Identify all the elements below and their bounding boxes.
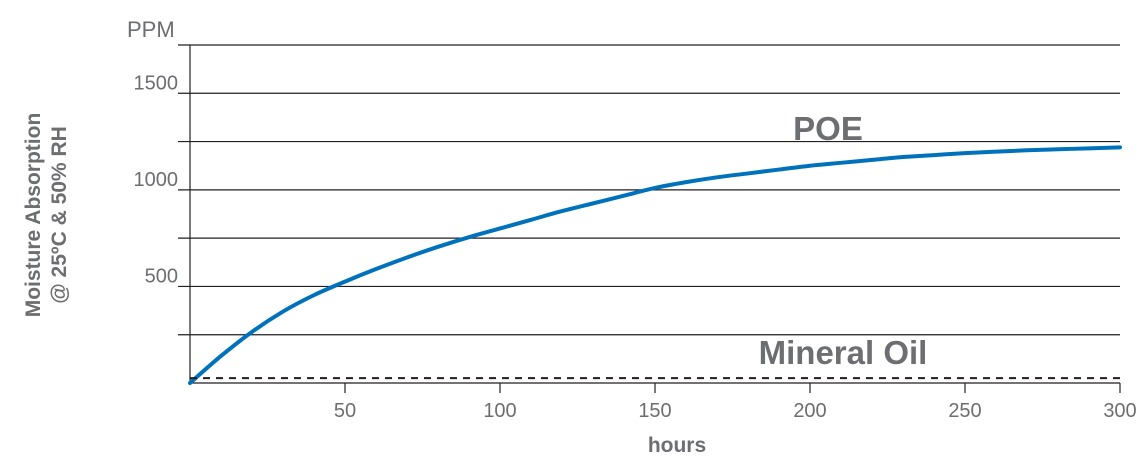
y-axis-label-line1: Moisture Absorption	[22, 113, 45, 318]
label-layer: PPM hours Moisture Absorption @ 25ºC & 5…	[22, 17, 927, 456]
series-label-mineral-oil: Mineral Oil	[759, 334, 928, 371]
y-tick-label-1000: 1000	[134, 169, 179, 191]
series-layer	[188, 145, 1122, 385]
x-tick-label-300: 300	[1103, 400, 1136, 422]
y-tick-label-1500: 1500	[134, 72, 179, 94]
y-tick-label-500: 500	[145, 265, 178, 287]
axis-layer: 500 1000 1500 50 100 150 200 250 300	[134, 45, 1137, 422]
y-unit-label: PPM	[127, 17, 175, 42]
y-axis-label-line2: @ 25ºC & 50% RH	[48, 126, 71, 304]
x-tick-label-200: 200	[793, 400, 826, 422]
x-axis-label: hours	[648, 434, 706, 456]
x-tick-label-250: 250	[948, 400, 981, 422]
x-tick-label-50: 50	[334, 400, 356, 422]
x-tick-label-100: 100	[483, 400, 516, 422]
x-tick-label-150: 150	[638, 400, 671, 422]
series-line-poe	[188, 145, 1122, 385]
series-label-poe: POE	[793, 110, 863, 147]
